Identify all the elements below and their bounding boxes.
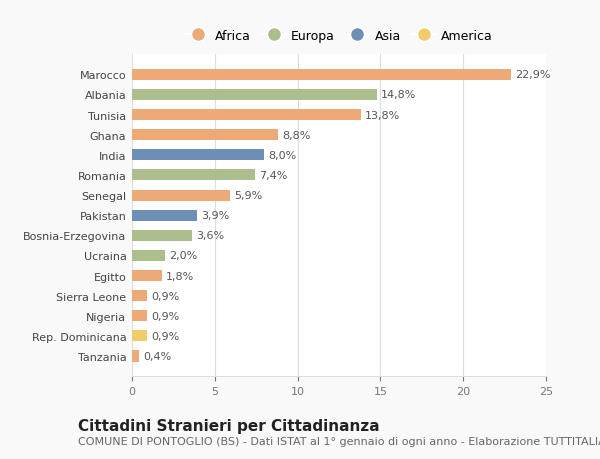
Text: 0,4%: 0,4% xyxy=(143,351,171,361)
Bar xyxy=(132,270,162,281)
Text: 8,0%: 8,0% xyxy=(269,151,297,161)
Bar xyxy=(132,330,147,341)
Legend: Africa, Europa, Asia, America: Africa, Europa, Asia, America xyxy=(181,26,497,46)
Bar xyxy=(132,291,147,302)
Text: COMUNE DI PONTOGLIO (BS) - Dati ISTAT al 1° gennaio di ogni anno - Elaborazione : COMUNE DI PONTOGLIO (BS) - Dati ISTAT al… xyxy=(78,436,600,446)
Bar xyxy=(132,190,230,201)
Text: 1,8%: 1,8% xyxy=(166,271,194,281)
Bar xyxy=(132,230,191,241)
Text: 0,9%: 0,9% xyxy=(151,331,179,341)
Text: 2,0%: 2,0% xyxy=(169,251,197,261)
Text: 7,4%: 7,4% xyxy=(259,171,287,180)
Text: 8,8%: 8,8% xyxy=(282,130,310,140)
Bar xyxy=(132,130,278,141)
Text: 0,9%: 0,9% xyxy=(151,311,179,321)
Bar xyxy=(132,311,147,322)
Text: 5,9%: 5,9% xyxy=(234,190,262,201)
Bar xyxy=(132,170,254,181)
Bar xyxy=(132,250,165,262)
Text: 3,6%: 3,6% xyxy=(196,231,224,241)
Bar xyxy=(132,351,139,362)
Bar xyxy=(132,210,197,221)
Text: 13,8%: 13,8% xyxy=(365,110,400,120)
Bar xyxy=(132,150,265,161)
Bar xyxy=(132,90,377,101)
Text: Cittadini Stranieri per Cittadinanza: Cittadini Stranieri per Cittadinanza xyxy=(78,418,380,433)
Text: 3,9%: 3,9% xyxy=(201,211,229,221)
Text: 14,8%: 14,8% xyxy=(381,90,416,100)
Text: 22,9%: 22,9% xyxy=(515,70,551,80)
Bar xyxy=(132,70,511,81)
Text: 0,9%: 0,9% xyxy=(151,291,179,301)
Bar xyxy=(132,110,361,121)
